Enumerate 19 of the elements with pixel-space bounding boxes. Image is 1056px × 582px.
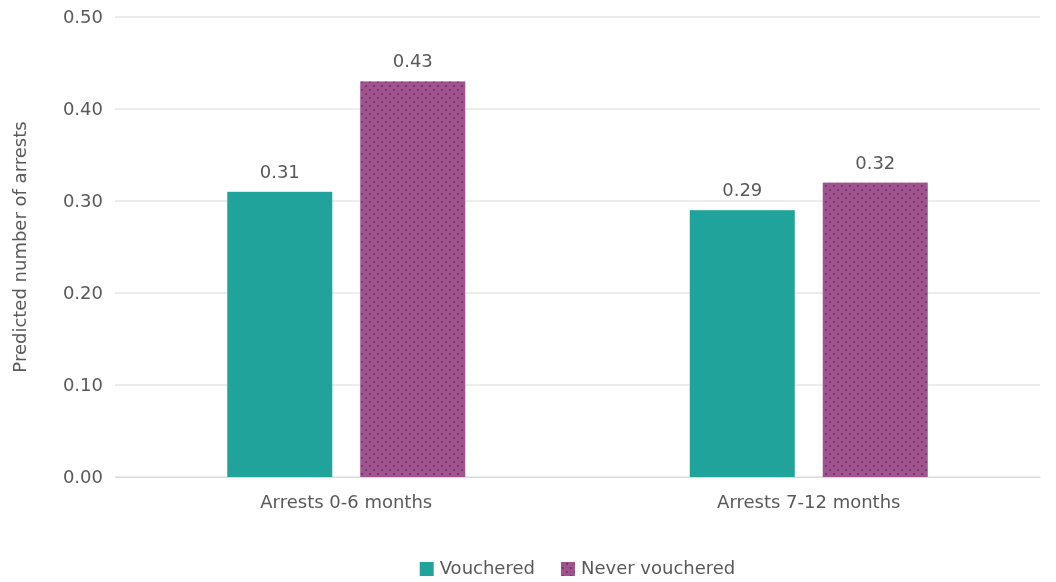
data-label: 0.31 [259,160,300,182]
bar [360,81,466,477]
data-label: 0.32 [855,151,896,173]
y-tick-label: 0.40 [62,98,103,120]
y-axis-title: Predicted number of arrests [9,121,30,373]
data-label: 0.29 [722,179,763,201]
x-tick-label: Arrests 0-6 months [260,490,433,512]
y-tick-label: 0.50 [62,6,103,28]
y-tick-label: 0.30 [62,190,103,212]
data-label: 0.43 [392,50,433,72]
y-tick-label: 0.10 [62,374,103,396]
bar [689,210,795,477]
y-tick-label: 0.20 [62,282,103,304]
y-tick-label: 0.00 [62,466,103,488]
legend-label: Vouchered [439,557,535,578]
x-tick-label: Arrests 7-12 months [717,490,901,512]
bar [822,182,928,477]
bar [227,191,333,477]
legend-label: Never vouchered [580,557,736,578]
